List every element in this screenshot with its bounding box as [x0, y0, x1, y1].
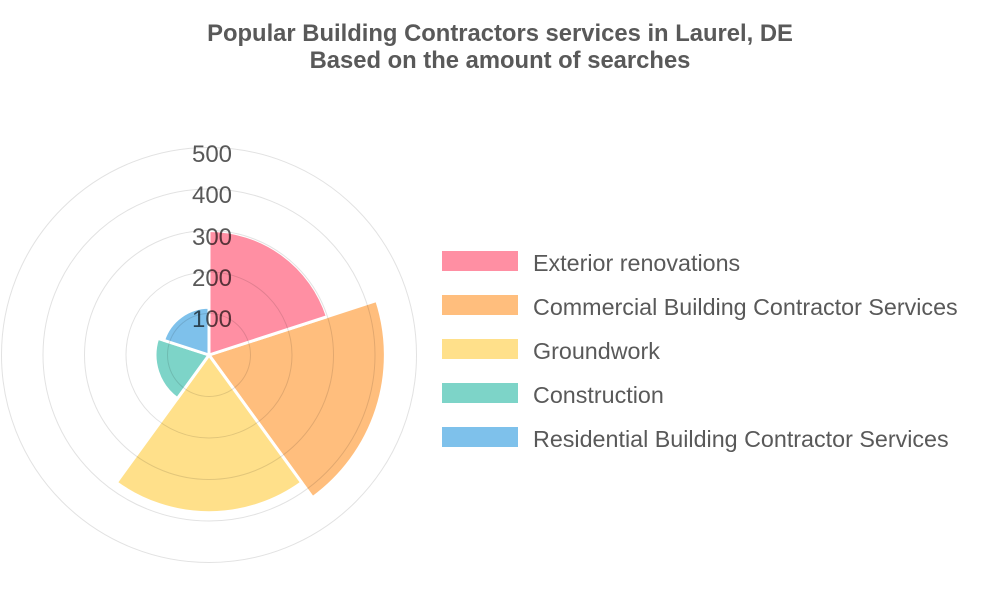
svg-text:500: 500	[192, 141, 232, 168]
svg-text:300: 300	[192, 224, 232, 251]
svg-text:400: 400	[192, 182, 232, 209]
